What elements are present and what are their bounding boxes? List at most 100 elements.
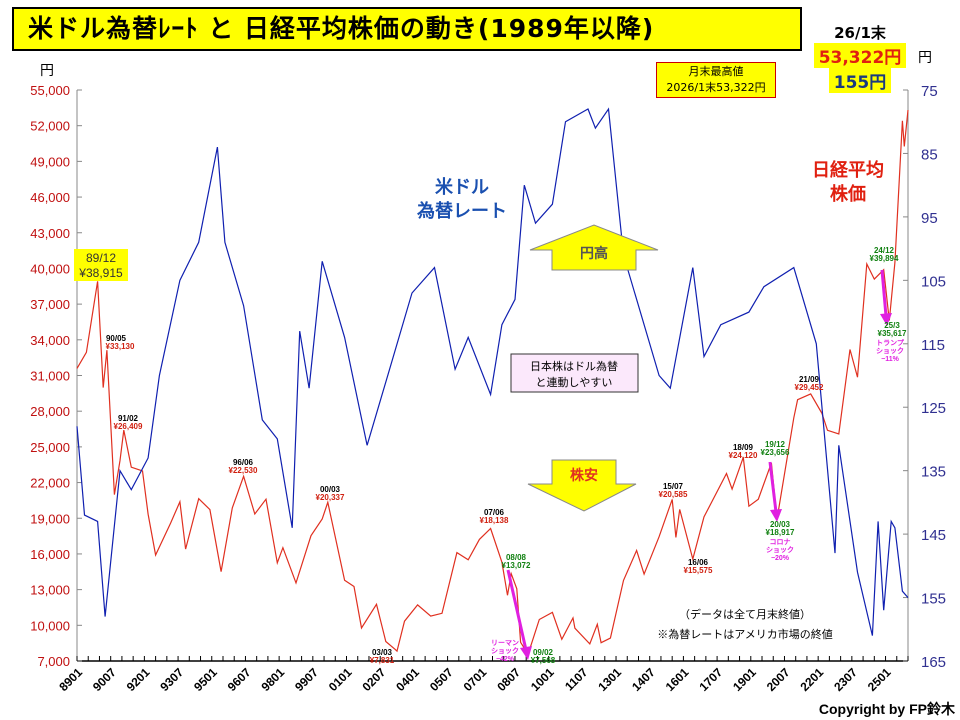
ann-2412-value: ¥39,894 (870, 254, 899, 263)
x-tick-label: 9501 (191, 665, 220, 694)
x-tick-label: 9607 (225, 665, 254, 694)
memo-line1: 日本株はドル為替 (530, 359, 618, 373)
ann-1606-date: 16/06 (688, 558, 709, 567)
nikkei-series-label-2: 株価 (830, 183, 866, 204)
left-tick-label: 25,000 (30, 440, 70, 455)
lehman-l1: リーマン (491, 639, 519, 647)
x-tick-label: 9007 (90, 665, 119, 694)
left-tick-label: 19,000 (30, 511, 70, 526)
ann-2003-date: 20/03 (770, 520, 791, 529)
lehman-l2: ショック (491, 646, 519, 655)
right-tick-label: 165 (921, 654, 946, 671)
left-tick-label: 40,000 (30, 261, 70, 276)
x-tick-label: 0507 (427, 665, 456, 694)
ann-2503-date: 25/3 (884, 321, 900, 330)
ann-0303-value: ¥7,831 (370, 656, 395, 665)
ann-2412-date: 24/12 (874, 246, 895, 255)
ann-2109-date: 21/09 (799, 375, 820, 384)
x-tick-label: 1107 (562, 665, 591, 694)
ann-1912-value: ¥23,656 (761, 448, 790, 457)
ann-9606-value: ¥22,530 (229, 466, 258, 475)
left-tick-label: 13,000 (30, 583, 70, 598)
right-tick-label: 145 (921, 527, 946, 544)
latest-nikkei: 53,322円 (814, 43, 906, 68)
lehman-l3: −42% (496, 656, 515, 663)
left-tick-label: 43,000 (30, 226, 70, 241)
ann-2109-value: ¥29,452 (795, 383, 824, 392)
left-tick-label: 49,000 (30, 154, 70, 169)
ann-1507-date: 15/07 (663, 482, 684, 491)
chart-title: 米ドル為替ﾚｰﾄ と 日経平均株価の動き(1989年以降) (12, 7, 802, 51)
ann-9102-value: ¥26,409 (114, 422, 143, 431)
left-tick-label: 31,000 (30, 369, 70, 384)
usd-jpy-line (76, 107, 909, 636)
x-tick-label: 0101 (326, 665, 355, 694)
record-box: 月末最高値 2026/1末53,322円 (656, 62, 776, 98)
x-tick-label: 1407 (629, 665, 658, 694)
x-tick-label: 9907 (292, 665, 321, 694)
trump-l2: ショック (876, 346, 904, 355)
ann-1507-value: ¥20,585 (659, 490, 688, 499)
left-tick-label: 7,000 (37, 654, 70, 669)
memo-line2: と連動しやすい (536, 375, 613, 389)
corona-l1: コロナ (770, 538, 791, 546)
right-tick-label: 125 (921, 400, 946, 417)
corona-l3: −20% (771, 555, 790, 562)
left-tick-label: 46,000 (30, 190, 70, 205)
x-tick-label: 1001 (528, 665, 557, 694)
corona-l2: ショック (766, 545, 794, 554)
record-line2: 2026/1末53,322円 (666, 81, 766, 94)
usd-series-label: 米ドル (435, 176, 489, 197)
right-axis-unit: 円 (918, 49, 932, 65)
x-tick-label: 2307 (831, 665, 860, 694)
x-tick-label: 9801 (258, 665, 287, 694)
left-tick-label: 37,000 (30, 297, 70, 312)
x-tick-label: 1901 (730, 665, 759, 694)
right-tick-label: 95 (921, 210, 938, 227)
copyright: Copyright by FP鈴木 (819, 701, 956, 717)
ann-9606-date: 96/06 (233, 458, 254, 467)
left-axis-unit: 円 (40, 62, 54, 78)
corona-arrowhead-icon (770, 509, 782, 522)
ann-0902-value: ¥7,568 (531, 656, 556, 665)
x-tick-label: 8901 (56, 665, 85, 694)
left-tick-label: 22,000 (30, 476, 70, 491)
yen-up-label: 円高 (580, 245, 608, 261)
ann-0706-date: 07/06 (484, 508, 505, 517)
shock-arrows (506, 269, 892, 660)
trump-l1: トランプ (876, 338, 905, 347)
x-tick-label: 2007 (764, 665, 793, 694)
x-tick-label: 2201 (798, 665, 827, 694)
x-tick-label: 1601 (663, 665, 692, 694)
left-tick-label: 34,000 (30, 333, 70, 348)
ann-0902-date: 09/02 (533, 648, 554, 657)
yen-up-arrow-icon (529, 224, 659, 271)
lehman-arrowhead-icon (520, 646, 532, 660)
trump-arrow-icon (880, 269, 888, 317)
corona-arrow-icon (768, 461, 778, 513)
ann-2003-value: ¥18,917 (766, 528, 795, 537)
nikkei-line (76, 109, 909, 656)
x-tick-label: 9201 (124, 665, 153, 694)
latest-usd: 155円 (829, 68, 891, 93)
ann-1809-value: ¥24,120 (729, 451, 758, 460)
left-tick-label: 28,000 (30, 404, 70, 419)
left-tick-label: 52,000 (30, 119, 70, 134)
ann-0808-value: ¥13,072 (502, 561, 531, 570)
ann-8912-value: ¥38,915 (78, 266, 123, 280)
trump-arrowhead-icon (880, 313, 892, 326)
right-tick-label: 85 (921, 146, 938, 163)
right-tick-label: 135 (921, 464, 946, 481)
ann-0303-date: 03/03 (372, 648, 393, 657)
right-tick-label: 115 (921, 337, 945, 354)
x-tick-label: 0701 (461, 665, 490, 694)
x-tick-label: 0807 (494, 665, 523, 694)
ann-9102-date: 91/02 (118, 414, 139, 423)
ann-1606-value: ¥15,575 (684, 566, 713, 575)
ann-8912-date: 89/12 (86, 251, 116, 265)
left-tick-label: 10,000 (30, 618, 70, 633)
x-tick-label: 9307 (157, 665, 186, 694)
ann-1809-date: 18/09 (733, 443, 754, 452)
ann-0808-date: 08/08 (506, 553, 527, 562)
